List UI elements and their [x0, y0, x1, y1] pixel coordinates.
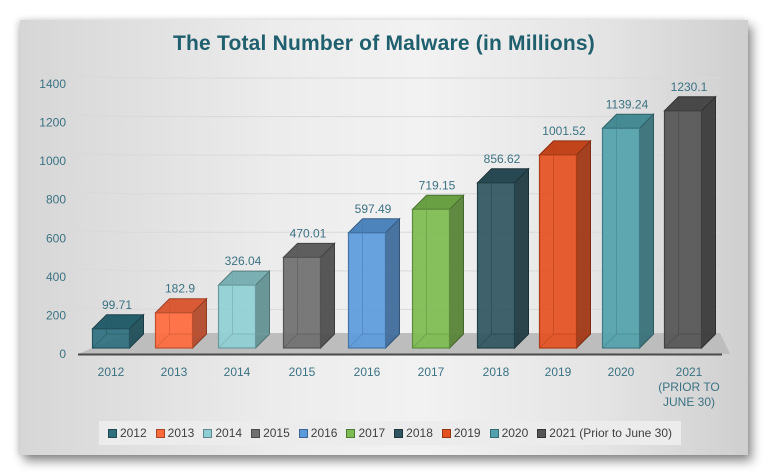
bar-2012[interactable]	[91, 313, 145, 350]
y-tick-label: 1000	[39, 154, 66, 168]
legend-item[interactable]: 2021 (Prior to June 30)	[537, 426, 672, 440]
bar-2018[interactable]	[476, 167, 530, 350]
legend-label: 2017	[358, 426, 386, 440]
bar-2014[interactable]	[217, 269, 271, 350]
data-label: 719.15	[419, 178, 456, 192]
legend-label: 2012	[119, 426, 147, 440]
x-tick-label: 2021	[676, 365, 703, 379]
bar-2020[interactable]	[601, 113, 655, 350]
y-tick-label: 200	[46, 308, 66, 322]
legend-item[interactable]: 2019	[441, 426, 481, 440]
legend-swatch-icon	[489, 428, 499, 438]
gridline	[69, 114, 720, 118]
legend-label: 2015	[263, 426, 290, 440]
legend-swatch-icon	[346, 428, 356, 438]
legend-item[interactable]: 2014	[203, 426, 242, 440]
y-tick-label: 1400	[39, 77, 66, 91]
data-label: 856.62	[484, 152, 521, 166]
gridline	[69, 75, 720, 79]
data-label: 1001.52	[542, 124, 586, 138]
data-label: 597.49	[355, 202, 392, 216]
legend-item[interactable]: 2017	[346, 426, 385, 440]
legend-swatch-icon	[251, 428, 261, 438]
x-tick-label: 2014	[224, 365, 251, 379]
data-label: 326.04	[225, 254, 262, 268]
legend-swatch-icon	[441, 428, 451, 438]
data-label: 470.01	[290, 226, 327, 240]
x-tick-label: 2013	[161, 365, 188, 379]
y-tick-label: 600	[46, 231, 66, 245]
legend-item[interactable]: 2013	[155, 426, 195, 440]
legend-label: 2014	[215, 426, 243, 440]
x-tick-label: 2012	[98, 365, 125, 379]
legend-swatch-icon	[203, 428, 213, 438]
bar-2017[interactable]	[411, 194, 465, 350]
x-tick-label: (PRIOR TO	[658, 380, 720, 394]
legend-label: 2020	[501, 426, 529, 440]
bar-2016[interactable]	[347, 217, 401, 350]
data-label: 182.9	[165, 282, 195, 296]
legend-label: 2018	[406, 426, 433, 440]
legend-item[interactable]: 2018	[394, 426, 433, 440]
y-tick-label: 400	[46, 270, 66, 284]
x-tick-label: 2017	[418, 365, 445, 379]
data-label: 1139.24	[606, 97, 649, 111]
x-tick-label: 2015	[289, 365, 316, 379]
legend-swatch-icon	[155, 428, 165, 438]
y-tick-label: 800	[46, 193, 66, 207]
x-tick-label: 2019	[545, 365, 572, 379]
x-tick-label: 2018	[483, 365, 510, 379]
bar-2013[interactable]	[154, 297, 208, 350]
legend-swatch-icon	[537, 428, 547, 438]
x-tick-label: JUNE 30)	[663, 395, 715, 409]
legend-item[interactable]: 2016	[298, 426, 338, 440]
legend-label: 2019	[453, 426, 481, 440]
x-tick-label: 2020	[608, 365, 635, 379]
y-tick-label: 0	[59, 347, 66, 361]
gridline	[69, 152, 720, 156]
data-label: 1230.1	[671, 80, 708, 94]
legend-item[interactable]: 2012	[107, 426, 147, 440]
legend-item[interactable]: 2020	[489, 426, 529, 440]
legend-swatch-icon	[298, 428, 308, 438]
chart-legend: 2012 2013 2014 2015 2016 2017 2018 2019 2020 2021…	[99, 421, 681, 445]
legend-label: 2021 (Prior to June 30)	[549, 426, 673, 440]
legend-label: 2013	[167, 426, 195, 440]
y-tick-label: 1200	[39, 116, 66, 130]
bar-2021[interactable]	[663, 95, 717, 350]
legend-label: 2016	[310, 426, 338, 440]
bar-2019[interactable]	[538, 139, 592, 350]
data-label: 99.71	[102, 298, 132, 312]
legend-swatch-icon	[394, 428, 404, 438]
chart-title: The Total Number of Malware (in Millions…	[173, 32, 595, 55]
x-tick-label: 2016	[354, 365, 381, 379]
bar-2015[interactable]	[282, 242, 336, 350]
legend-swatch-icon	[107, 428, 117, 438]
legend-item[interactable]: 2015	[251, 426, 290, 440]
